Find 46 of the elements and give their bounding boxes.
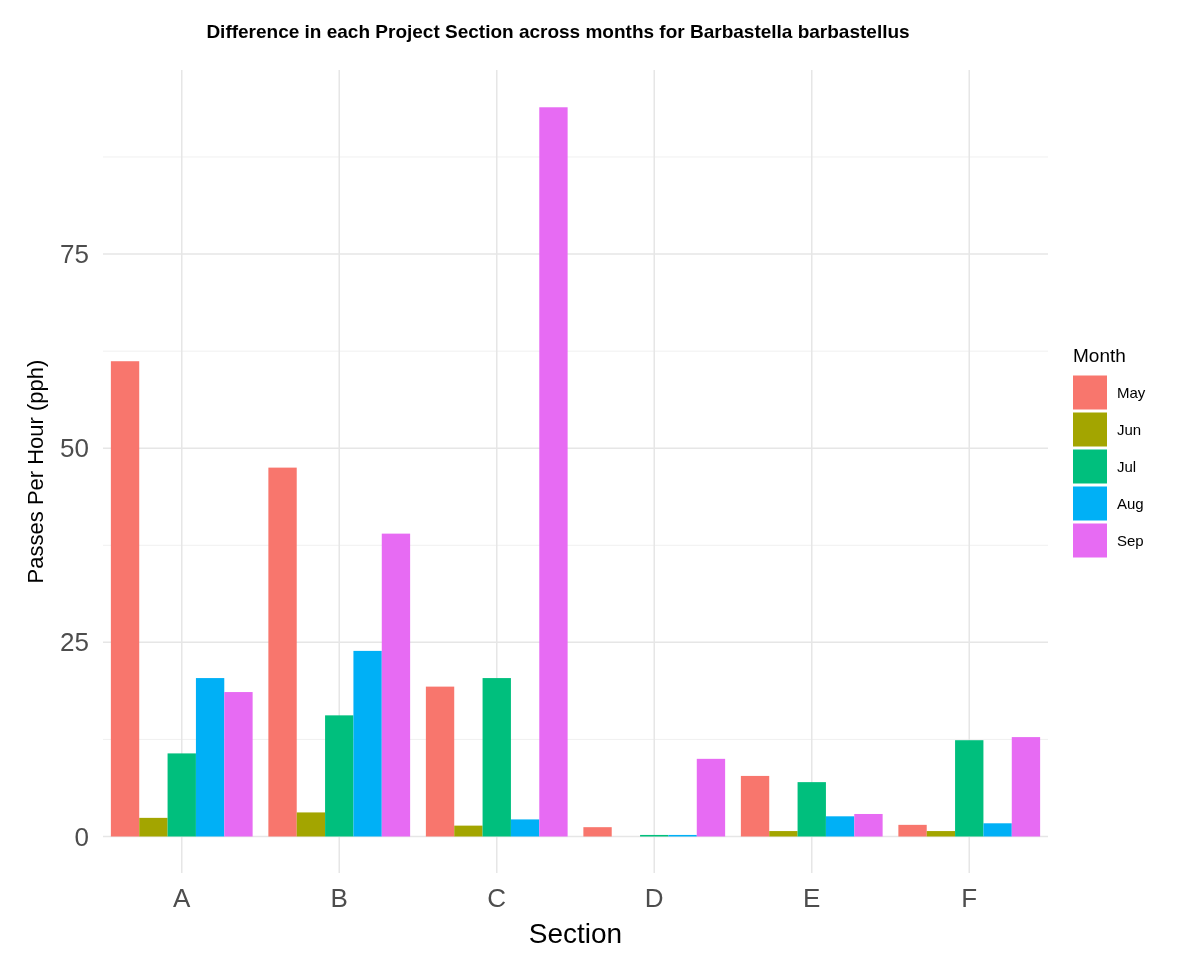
bar xyxy=(898,824,927,837)
bar xyxy=(983,823,1012,837)
y-tick-label: 25 xyxy=(60,627,89,658)
x-tick-label: C xyxy=(487,883,507,913)
bar xyxy=(224,692,253,837)
bar xyxy=(296,812,326,837)
bar xyxy=(268,467,297,837)
legend-label: Jul xyxy=(1117,457,1137,475)
legend-label: Aug xyxy=(1117,494,1144,512)
bar xyxy=(510,819,540,837)
bar xyxy=(139,817,168,837)
bar xyxy=(454,825,483,837)
legend-label: May xyxy=(1117,383,1146,401)
bar xyxy=(539,107,568,837)
bar xyxy=(854,813,883,837)
chart-title: Difference in each Project Section across months for Barbastella barbastellus xyxy=(206,21,910,42)
bar xyxy=(381,533,411,837)
x-tick-label: B xyxy=(330,883,348,913)
x-axis-title: Section xyxy=(528,918,623,949)
legend-label: Jun xyxy=(1117,420,1142,438)
bar xyxy=(353,650,382,837)
bar xyxy=(797,782,826,837)
bar xyxy=(583,827,612,837)
bar xyxy=(825,816,855,837)
y-axis-title: Passes Per Hour (pph) xyxy=(23,359,48,584)
x-tick-label: E xyxy=(803,883,821,913)
bar xyxy=(167,753,196,837)
bar xyxy=(696,758,726,837)
bar xyxy=(926,831,956,837)
legend-title: Month xyxy=(1073,344,1126,366)
y-tick-label: 50 xyxy=(60,433,89,464)
bar xyxy=(955,740,984,837)
y-tick-label: 0 xyxy=(74,821,89,852)
x-tick-label: D xyxy=(644,883,664,913)
bar xyxy=(110,361,140,837)
x-tick-label: F xyxy=(961,883,978,913)
bar xyxy=(482,678,511,837)
legend-label: Sep xyxy=(1117,531,1144,549)
x-tick-label: A xyxy=(173,883,192,913)
y-tick-label: 75 xyxy=(60,239,89,270)
bar xyxy=(325,715,354,837)
bar xyxy=(425,686,455,837)
bar xyxy=(1011,737,1041,837)
bar xyxy=(769,831,798,837)
bar xyxy=(740,775,770,837)
bar xyxy=(195,678,225,837)
